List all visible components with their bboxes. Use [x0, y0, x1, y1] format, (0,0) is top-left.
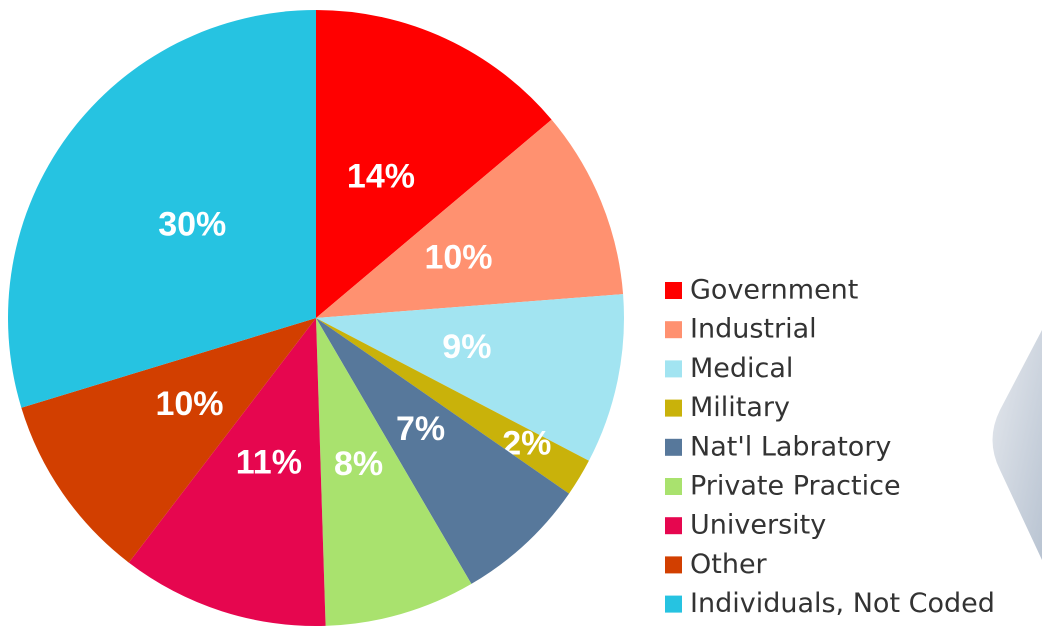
- pie-slice: [316, 10, 552, 318]
- pie-slice: [316, 119, 624, 319]
- data-label: 7%: [396, 410, 445, 448]
- pie-slice: [316, 318, 570, 584]
- legend-swatch: [665, 282, 682, 299]
- legend-swatch: [665, 438, 682, 456]
- data-label: 14%: [347, 157, 415, 195]
- pie-slice: [128, 318, 326, 626]
- legend-label: Government: [690, 275, 858, 306]
- legend-swatch: [665, 321, 682, 339]
- legend-label: Individuals, Not Coded: [690, 588, 995, 619]
- legend-swatch: [665, 399, 682, 417]
- legend-swatch: [665, 517, 682, 535]
- pie-slice: [21, 318, 316, 563]
- legend-label: Military: [690, 392, 790, 423]
- legend-swatch: [665, 595, 682, 613]
- pie-slice: [7, 9, 317, 408]
- pie-slice: [316, 318, 589, 494]
- data-label: 10%: [424, 239, 492, 277]
- legend-label: Industrial: [690, 314, 817, 345]
- data-label: 10%: [155, 385, 223, 423]
- legend-swatch: [665, 360, 682, 378]
- data-label: 30%: [158, 205, 226, 243]
- legend-swatch: [665, 478, 682, 495]
- pie-slice: [316, 294, 624, 461]
- data-label: 8%: [334, 445, 383, 483]
- legend-label: Private Practice: [690, 471, 901, 502]
- legend-swatch: [665, 556, 682, 574]
- data-label: 9%: [442, 328, 491, 366]
- legend-label: University: [690, 510, 826, 541]
- legend-label: Medical: [690, 353, 793, 384]
- legend-label: Other: [690, 549, 768, 580]
- pie-slice: [316, 318, 472, 626]
- data-label: 11%: [236, 444, 302, 482]
- decoration: [992, 330, 1042, 560]
- legend-label: Nat'l Labratory: [690, 431, 891, 462]
